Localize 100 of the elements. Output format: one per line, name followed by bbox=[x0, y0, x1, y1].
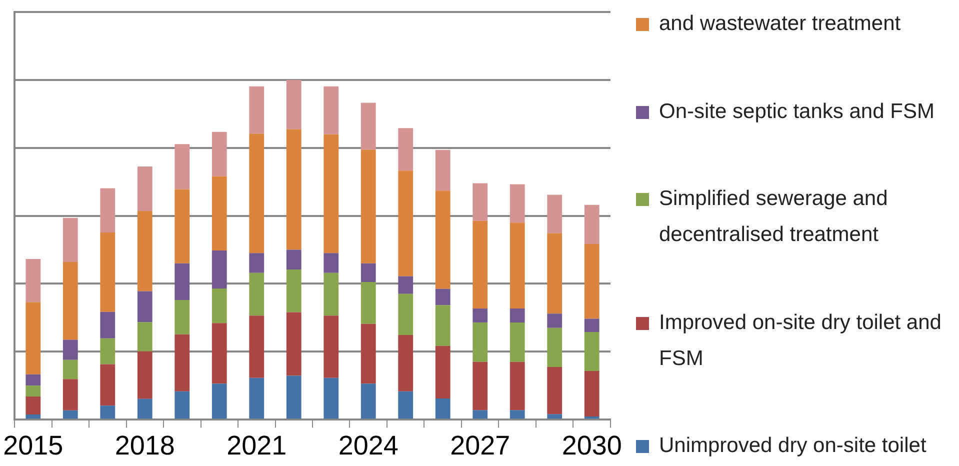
bar bbox=[174, 189, 190, 264]
bar bbox=[286, 312, 302, 376]
bar bbox=[100, 338, 116, 364]
bar bbox=[360, 324, 376, 384]
bar bbox=[584, 371, 600, 417]
bar bbox=[249, 134, 264, 254]
bar bbox=[360, 263, 376, 282]
bar bbox=[286, 80, 302, 130]
bar bbox=[212, 176, 227, 250]
bar bbox=[286, 129, 302, 250]
bar bbox=[584, 204, 600, 244]
bar bbox=[435, 150, 450, 191]
bar bbox=[100, 312, 116, 338]
legend-label: Unimproved dry on-site toilet bbox=[659, 433, 926, 459]
bar bbox=[212, 384, 227, 419]
legend-label: Improved on-site dry toilet and FSM bbox=[659, 310, 942, 372]
bar bbox=[510, 362, 525, 410]
bar bbox=[547, 194, 562, 234]
bar bbox=[324, 272, 339, 316]
bar bbox=[137, 322, 152, 352]
bar bbox=[62, 410, 78, 419]
bar bbox=[584, 244, 600, 319]
bar bbox=[100, 188, 116, 232]
bar bbox=[286, 250, 302, 270]
bar bbox=[100, 232, 116, 312]
bar bbox=[547, 314, 562, 328]
bar bbox=[174, 391, 190, 419]
bar bbox=[510, 184, 525, 223]
bar bbox=[510, 222, 525, 309]
bar bbox=[360, 282, 376, 324]
bar bbox=[324, 253, 339, 273]
bar bbox=[472, 362, 488, 410]
bar bbox=[286, 269, 302, 312]
bar bbox=[472, 220, 488, 309]
bar bbox=[26, 258, 41, 302]
legend-label: Simplified sewerage and decentralised treatment bbox=[659, 186, 889, 248]
bar bbox=[398, 128, 414, 171]
bar bbox=[360, 102, 376, 150]
bar bbox=[174, 144, 190, 190]
bar bbox=[249, 378, 264, 419]
bar bbox=[547, 414, 562, 419]
bar bbox=[472, 322, 488, 362]
bar bbox=[584, 318, 600, 332]
x-tick-label: 2015 bbox=[3, 430, 64, 460]
bar bbox=[435, 305, 450, 346]
bar bbox=[212, 132, 227, 176]
bar bbox=[398, 294, 414, 336]
bar bbox=[360, 150, 376, 264]
bar bbox=[398, 276, 414, 294]
bar bbox=[62, 360, 78, 380]
bar bbox=[472, 308, 488, 322]
bar bbox=[547, 233, 562, 314]
x-tick-label: 2024 bbox=[338, 430, 398, 460]
bar bbox=[26, 374, 41, 386]
legend-label: On-site septic tanks and FSM bbox=[659, 98, 934, 124]
bar bbox=[435, 190, 450, 289]
bar bbox=[435, 288, 450, 306]
bar bbox=[472, 410, 488, 419]
bar bbox=[100, 406, 116, 419]
bar bbox=[137, 351, 152, 399]
bar bbox=[26, 302, 41, 374]
bar bbox=[137, 291, 152, 322]
bar bbox=[62, 262, 78, 340]
bar bbox=[324, 316, 339, 378]
bar bbox=[174, 334, 190, 392]
bar bbox=[249, 253, 264, 273]
bar bbox=[398, 170, 414, 276]
bar bbox=[174, 300, 190, 334]
bar bbox=[472, 183, 488, 221]
bar bbox=[510, 410, 525, 419]
bar bbox=[324, 86, 339, 134]
bar bbox=[26, 386, 41, 397]
bar bbox=[249, 316, 264, 378]
x-tick-label: 2018 bbox=[114, 430, 175, 460]
bar bbox=[286, 376, 302, 419]
bar bbox=[137, 211, 152, 292]
bar bbox=[212, 288, 227, 324]
x-tick-label: 2021 bbox=[226, 430, 287, 460]
bar bbox=[62, 340, 78, 360]
bar bbox=[249, 272, 264, 316]
bar bbox=[137, 166, 152, 212]
bar bbox=[212, 323, 227, 384]
bar bbox=[324, 134, 339, 254]
bar bbox=[510, 322, 525, 362]
x-tick-label: 2030 bbox=[562, 430, 622, 460]
bar bbox=[62, 379, 78, 410]
bar bbox=[547, 328, 562, 367]
bar bbox=[547, 366, 562, 414]
bar bbox=[398, 335, 414, 392]
bar bbox=[435, 346, 450, 399]
bar bbox=[62, 218, 78, 262]
bar bbox=[137, 398, 152, 419]
bar bbox=[324, 378, 339, 419]
bar bbox=[249, 86, 264, 134]
bar bbox=[360, 384, 376, 419]
bar bbox=[174, 263, 190, 300]
x-tick-label: 2027 bbox=[450, 430, 510, 460]
bar bbox=[212, 250, 227, 288]
bar bbox=[398, 391, 414, 419]
bar bbox=[510, 308, 525, 322]
